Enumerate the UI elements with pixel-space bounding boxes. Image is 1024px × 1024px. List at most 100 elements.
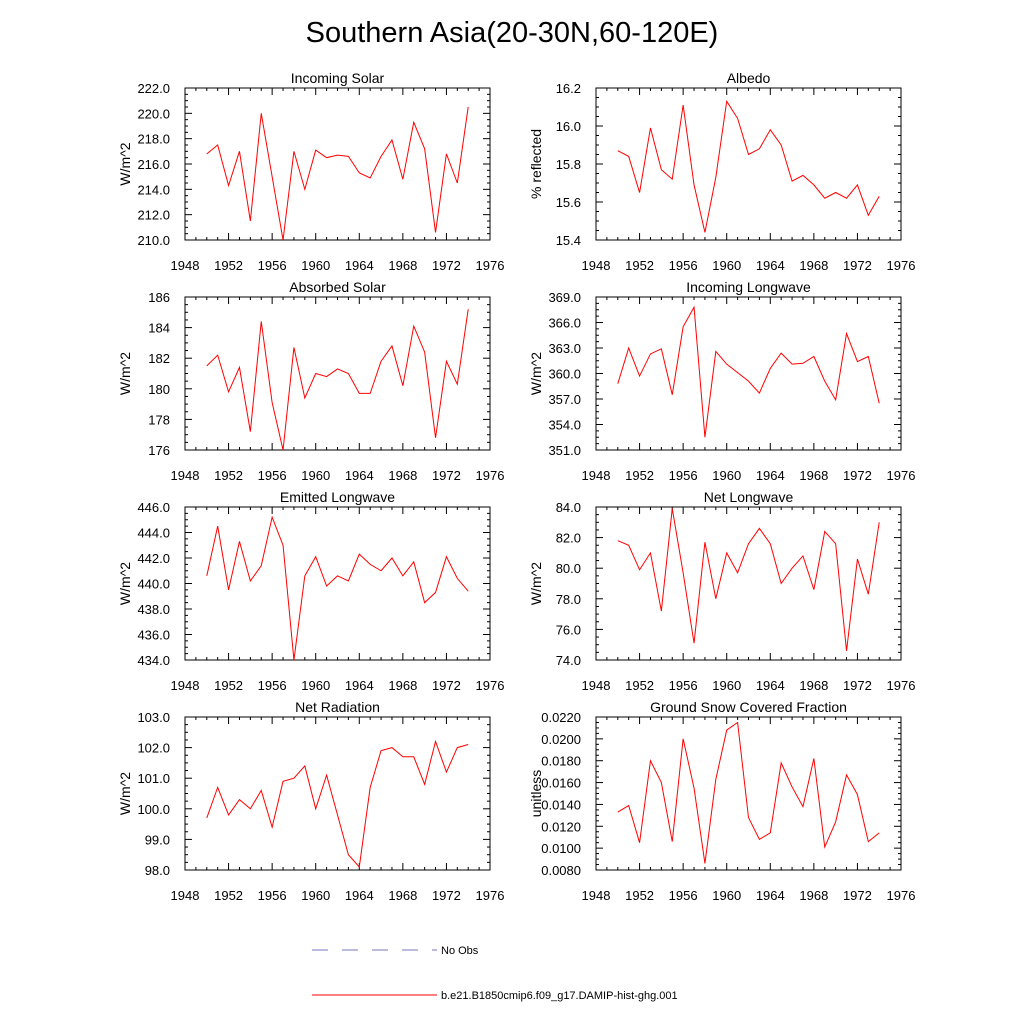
panel-title-incoming-solar: Incoming Solar [291,70,385,86]
y-axis-label-incoming-longwave: W/m^2 [528,352,544,395]
y-tick-label: 78.0 [556,592,581,607]
x-tick-label: 1976 [476,468,505,483]
x-tick-label: 1968 [799,678,828,693]
legend-label-model-run: b.e21.B1850cmip6.f09_g17.DAMIP-hist-ghg.… [441,990,678,1002]
x-tick-label: 1960 [301,258,330,273]
x-tick-label: 1968 [799,468,828,483]
y-tick-label: 15.8 [556,157,581,172]
y-tick-label: 0.0180 [541,754,581,769]
panel-title-emitted-longwave: Emitted Longwave [280,489,395,505]
x-tick-label: 1948 [582,888,611,903]
series-line-emitted-longwave [206,515,469,661]
x-tick-label: 1960 [301,888,330,903]
y-tick-label: 444.0 [137,526,170,541]
x-tick-label: 1968 [388,258,417,273]
x-tick-label: 1956 [669,258,698,273]
legend-label-no-obs: No Obs [441,945,479,957]
y-tick-label: 76.0 [556,622,581,637]
y-tick-label: 222.0 [137,81,170,96]
x-tick-label: 1968 [799,258,828,273]
y-tick-label: 360.0 [548,367,581,382]
x-tick-label: 1964 [756,468,785,483]
panel-net-radiation: Net Radiation W/m^2 1948 1952 1956 1960 1964 19… [117,699,504,903]
x-tick-label: 1964 [345,888,374,903]
y-tick-label: 363.0 [548,341,581,356]
y-tick-label: 218.0 [137,132,170,147]
y-tick-label: 74.0 [556,653,581,668]
y-tick-label: 436.0 [137,628,170,643]
x-tick-label: 1968 [388,888,417,903]
panel-title-absorbed-solar: Absorbed Solar [289,279,386,295]
x-tick-label: 1968 [388,678,417,693]
series-line-net-radiation [206,739,469,869]
y-tick-label: 180 [148,382,170,397]
x-tick-label: 1976 [476,888,505,903]
y-tick-label: 220.0 [137,106,170,121]
y-tick-label: 98.0 [145,863,170,878]
y-tick-label: 15.6 [556,195,581,210]
panel-incoming-longwave: Incoming Longwave W/m^2 1948 1952 1956 1960 19… [528,279,915,483]
x-tick-label: 1952 [625,888,654,903]
panel-ground-snow-covered-fraction: Ground Snow Covered Fraction unitless 1948… [528,699,915,903]
x-tick-label: 1972 [432,678,461,693]
x-tick-label: 1968 [799,888,828,903]
x-tick-label: 1948 [582,678,611,693]
x-tick-label: 1976 [476,258,505,273]
y-tick-label: 178 [148,412,170,427]
x-tick-label: 1964 [345,468,374,483]
panel-net-longwave: Net Longwave W/m^2 1948 1952 1956 1960 1964 196… [528,489,915,693]
x-tick-label: 1976 [887,258,916,273]
series-line-albedo [617,99,880,233]
x-tick-label: 1972 [843,258,872,273]
y-tick-label: 176 [148,443,170,458]
y-tick-label: 80.0 [556,561,581,576]
x-tick-label: 1972 [843,678,872,693]
y-tick-label: 366.0 [548,316,581,331]
x-tick-label: 1972 [843,888,872,903]
x-tick-label: 1960 [712,468,741,483]
y-tick-label: 440.0 [137,577,170,592]
plot-frame-incoming-longwave [595,296,902,451]
x-tick-label: 1972 [843,468,872,483]
panel-incoming-solar: Incoming Solar W/m^2 1948 1952 1956 1960 1964 1… [117,70,504,273]
plot-frame-ground-snow-covered-fraction [595,716,902,871]
y-tick-label: 0.0100 [541,841,581,856]
x-tick-label: 1976 [887,468,916,483]
series-line-net-longwave [617,508,880,651]
x-tick-label: 1952 [625,258,654,273]
plot-frame-incoming-solar [184,87,491,241]
y-tick-label: 442.0 [137,551,170,566]
y-tick-label: 216.0 [137,157,170,172]
y-tick-label: 100.0 [137,802,170,817]
y-tick-label: 15.4 [556,233,581,248]
panels: Incoming Solar W/m^2 1948 1952 1956 1960 1964 1… [117,70,915,903]
y-tick-label: 0.0200 [541,732,581,747]
y-tick-label: 103.0 [137,710,170,725]
y-tick-label: 446.0 [137,500,170,515]
y-tick-label: 214.0 [137,182,170,197]
y-tick-label: 438.0 [137,602,170,617]
y-axis-label-net-radiation: W/m^2 [117,772,133,815]
y-tick-label: 0.0220 [541,710,581,725]
x-tick-label: 1960 [712,888,741,903]
y-tick-label: 101.0 [137,771,170,786]
y-tick-label: 212.0 [137,208,170,223]
x-tick-label: 1968 [388,468,417,483]
x-tick-label: 1956 [669,678,698,693]
x-tick-label: 1952 [214,678,243,693]
y-axis-label-absorbed-solar: W/m^2 [117,352,133,395]
y-axis-label-albedo: % reflected [528,129,544,199]
y-tick-label: 369.0 [548,290,581,305]
y-tick-label: 351.0 [548,443,581,458]
panel-title-incoming-longwave: Incoming Longwave [686,279,811,295]
x-tick-label: 1956 [258,258,287,273]
x-tick-label: 1956 [258,678,287,693]
x-tick-label: 1956 [258,888,287,903]
series-line-incoming-solar [206,106,469,241]
series-line-incoming-longwave [617,305,880,438]
y-tick-label: 182 [148,351,170,366]
x-tick-label: 1976 [887,888,916,903]
panel-title-ground-snow-covered-fraction: Ground Snow Covered Fraction [650,699,847,715]
legend: No Obs b.e21.B1850cmip6.f09_g17.DAMIP-hi… [312,945,678,1002]
x-tick-label: 1976 [887,678,916,693]
